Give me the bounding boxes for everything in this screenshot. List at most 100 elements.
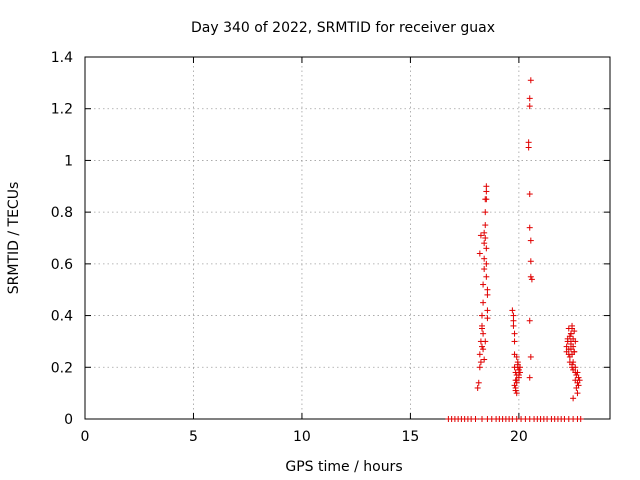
data-point [482, 235, 489, 241]
data-point [482, 338, 489, 345]
data-point [512, 387, 519, 394]
data-point [525, 139, 532, 146]
data-point [572, 364, 579, 371]
data-point [571, 348, 578, 355]
data-point [472, 416, 479, 422]
y-tick-label: 0 [64, 412, 73, 428]
data-point [574, 369, 581, 376]
data-point [577, 416, 584, 422]
data-point [575, 374, 582, 381]
data-point [527, 77, 534, 84]
data-point [475, 379, 482, 386]
data-point [570, 359, 577, 366]
data-point [527, 273, 534, 280]
data-point [526, 103, 533, 110]
data-point [576, 377, 583, 384]
y-tick-label: 1.4 [51, 50, 73, 66]
data-point [527, 258, 534, 265]
data-point [479, 416, 486, 422]
data-point [575, 382, 582, 389]
data-point [515, 366, 522, 373]
chart-title: Day 340 of 2022, SRMTID for receiver gua… [191, 20, 495, 36]
data-point [474, 384, 481, 391]
y-tick-label: 1.2 [51, 102, 73, 118]
data-point [484, 286, 491, 293]
data-point [526, 224, 533, 231]
data-point [481, 255, 488, 262]
data-point [513, 390, 520, 397]
y-tick-label: 0.4 [51, 309, 73, 325]
data-point [574, 390, 581, 397]
data-point [476, 351, 483, 358]
data-point [511, 330, 518, 337]
y-axis-label: SRMTID / TECUs [6, 182, 22, 295]
tick-labels: 0 5 10 15 20 0 0.2 0.4 0.6 0.8 1 1.2 1.4 [51, 50, 528, 445]
data-point [480, 281, 487, 288]
data-point [526, 191, 533, 198]
y-tick-label: 0.2 [51, 360, 73, 376]
y-tick-label: 0.6 [51, 257, 73, 273]
data-point [527, 353, 534, 360]
data-point [510, 322, 517, 329]
data-point [563, 348, 570, 355]
plot-frame [84, 56, 611, 420]
data-point [479, 322, 486, 329]
data-point [479, 343, 486, 350]
x-axis-label: GPS time / hours [285, 459, 402, 475]
data-point [572, 338, 579, 345]
data-point [477, 232, 484, 239]
data-point [509, 307, 516, 314]
data-point [526, 95, 533, 102]
data-point [477, 359, 484, 366]
data-point [480, 346, 487, 353]
data-point [483, 273, 490, 280]
data-point [516, 369, 523, 376]
data-point [476, 364, 483, 371]
data-point [482, 209, 489, 216]
data-point [476, 250, 483, 257]
data-point [483, 245, 490, 252]
data-point [483, 188, 490, 195]
data-point [527, 237, 534, 244]
data-point [564, 335, 571, 342]
data-point [510, 317, 517, 324]
y-tick-label: 1 [64, 153, 73, 169]
data-point [528, 276, 535, 283]
data-point [515, 372, 522, 379]
data-point [567, 341, 574, 348]
data-point [484, 315, 491, 322]
data-point [570, 395, 577, 402]
data-point [481, 356, 488, 363]
data-point [484, 291, 491, 298]
x-tick-label: 20 [510, 429, 528, 445]
data-point [514, 361, 521, 368]
data-point [483, 183, 490, 190]
data-point [511, 382, 518, 389]
y-tick-label: 0.8 [51, 205, 73, 221]
data-point [481, 229, 488, 236]
data-point [480, 299, 487, 306]
data-point [569, 361, 576, 368]
data-point [484, 307, 491, 314]
x-tick-label: 10 [293, 429, 311, 445]
x-tick-label: 5 [189, 429, 198, 445]
data-point [569, 325, 576, 332]
data-point [510, 312, 517, 319]
x-tick-label: 15 [401, 429, 419, 445]
data-point [525, 144, 532, 151]
data-point [480, 330, 487, 337]
data-point [479, 312, 486, 319]
data-point [513, 353, 520, 360]
data-point [567, 330, 574, 337]
x-tick-label: 0 [81, 429, 90, 445]
data-point [513, 377, 520, 384]
data-point [481, 240, 488, 247]
data-points [445, 77, 584, 422]
data-point [482, 222, 489, 229]
data-point [483, 260, 490, 267]
data-point [483, 196, 490, 203]
data-point [526, 374, 533, 381]
data-point [566, 353, 573, 360]
data-point [481, 266, 488, 273]
data-point [526, 317, 533, 324]
